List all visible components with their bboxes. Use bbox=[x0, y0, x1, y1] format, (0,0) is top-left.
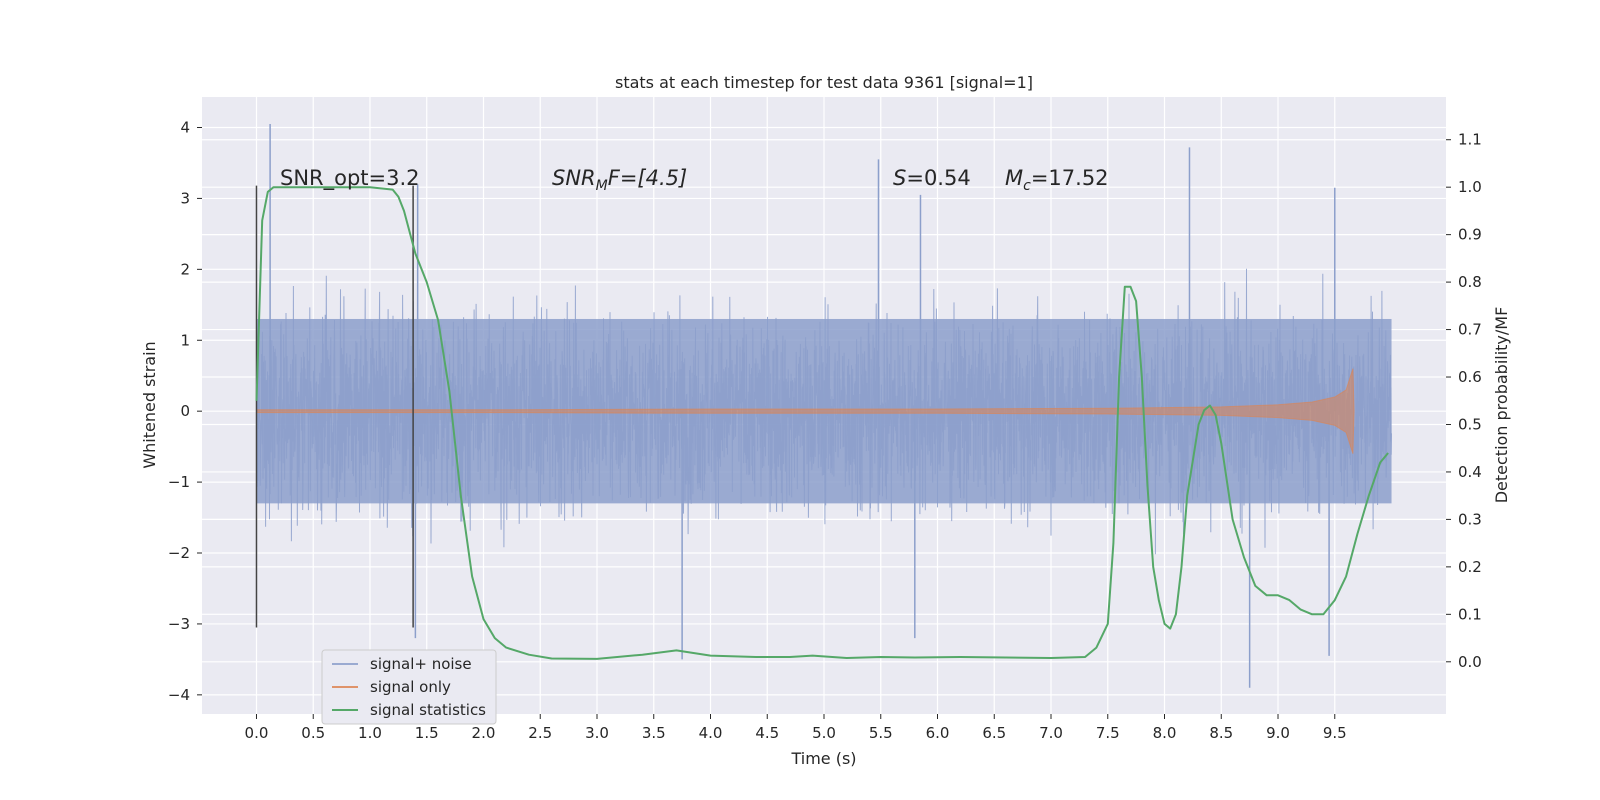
x-tick-label: 1.5 bbox=[415, 724, 439, 742]
annotation-mc-rest: =17.52 bbox=[1031, 166, 1109, 190]
signal-only-trace bbox=[256, 368, 1355, 454]
y2-tick-label: 0.3 bbox=[1458, 510, 1482, 528]
annotation-s-rest: =0.54 bbox=[906, 166, 970, 190]
annotation-s: S=0.54 bbox=[893, 166, 971, 190]
annotation-snr-mf-sub: M bbox=[596, 178, 608, 194]
legend-label-signal-only: signal only bbox=[370, 678, 451, 696]
y2-tick-label: 0.6 bbox=[1458, 368, 1482, 386]
chart-title: stats at each timestep for test data 936… bbox=[615, 73, 1033, 92]
x-tick-label: 0.5 bbox=[301, 724, 325, 742]
tick-labels: 0.0 0.5 1.0 1.5 2.0 2.5 3.0 3.5 4.0 4.5 5.0 5.5 6.0 6… bbox=[168, 118, 1482, 742]
annotation-snr-mf: SNRMF=[4.5] bbox=[552, 166, 687, 194]
x-tick-label: 5.0 bbox=[812, 724, 836, 742]
y2-tick-label: 0.9 bbox=[1458, 226, 1482, 244]
x-tick-label: 2.5 bbox=[528, 724, 552, 742]
annotation-snr-mf-rest: F=[4.5] bbox=[608, 166, 687, 190]
annotation-mc-sub: c bbox=[1023, 178, 1031, 194]
x-tick-label: 3.5 bbox=[642, 724, 666, 742]
y-axis-title: Whitened strain bbox=[140, 341, 159, 468]
x-tick-label: 4.0 bbox=[699, 724, 723, 742]
y-tick-label: 2 bbox=[180, 260, 190, 278]
x-tick-label: 0.0 bbox=[245, 724, 269, 742]
annotation-s-symbol: S bbox=[893, 166, 906, 190]
y-tick-label: −1 bbox=[168, 473, 190, 491]
annotation-mc: Mc=17.52 bbox=[1005, 166, 1109, 194]
y2-axis-title: Detection probability/MF bbox=[1492, 307, 1511, 504]
x-tick-label: 9.0 bbox=[1266, 724, 1290, 742]
x-tick-label: 2.0 bbox=[472, 724, 496, 742]
series-signal-only bbox=[256, 368, 1355, 454]
y2-tick-label: 0.2 bbox=[1458, 558, 1482, 576]
y-tick-label: −4 bbox=[168, 686, 190, 704]
x-tick-label: 7.5 bbox=[1096, 724, 1120, 742]
series-signal-statistics bbox=[255, 186, 1389, 660]
x-tick-label: 9.5 bbox=[1323, 724, 1347, 742]
x-axis-title: Time (s) bbox=[790, 749, 856, 768]
y2-tick-label: 1.0 bbox=[1458, 178, 1482, 196]
y2-tick-label: 0.0 bbox=[1458, 653, 1482, 671]
legend-label-signal-statistics: signal statistics bbox=[370, 701, 486, 719]
annotation-snr-opt: SNR_opt=3.2 bbox=[280, 166, 420, 191]
x-tick-label: 6.0 bbox=[926, 724, 950, 742]
y-tick-label: 1 bbox=[180, 331, 190, 349]
x-tick-label: 7.0 bbox=[1039, 724, 1063, 742]
y2-tick-label: 0.4 bbox=[1458, 463, 1482, 481]
y2-tick-label: 1.1 bbox=[1458, 131, 1482, 149]
legend: signal+ noise signal only signal statist… bbox=[321, 649, 497, 725]
y2-tick-label: 0.5 bbox=[1458, 415, 1482, 433]
signal-statistics-line bbox=[255, 186, 1389, 660]
y-tick-label: −2 bbox=[168, 544, 190, 562]
legend-box bbox=[321, 649, 497, 725]
x-tick-label: 3.0 bbox=[585, 724, 609, 742]
vertical-markers bbox=[255, 185, 414, 628]
x-tick-label: 6.5 bbox=[982, 724, 1006, 742]
x-tick-label: 4.5 bbox=[755, 724, 779, 742]
x-tick-label: 8.5 bbox=[1209, 724, 1233, 742]
x-tick-label: 1.0 bbox=[358, 724, 382, 742]
y-tick-label: 4 bbox=[180, 118, 190, 136]
y-tick-label: 3 bbox=[180, 189, 190, 207]
y2-tick-label: 0.1 bbox=[1458, 605, 1482, 623]
annotation-snr-mf-symbol: SNR bbox=[552, 166, 596, 190]
x-tick-label: 8.0 bbox=[1153, 724, 1177, 742]
annotation-mc-symbol: M bbox=[1005, 166, 1023, 190]
x-tick-label: 5.5 bbox=[869, 724, 893, 742]
legend-label-signal-noise: signal+ noise bbox=[370, 655, 472, 673]
y2-tick-label: 0.7 bbox=[1458, 321, 1482, 339]
y2-tick-label: 0.8 bbox=[1458, 273, 1482, 291]
y-tick-label: −3 bbox=[168, 615, 190, 633]
y-tick-label: 0 bbox=[180, 402, 190, 420]
